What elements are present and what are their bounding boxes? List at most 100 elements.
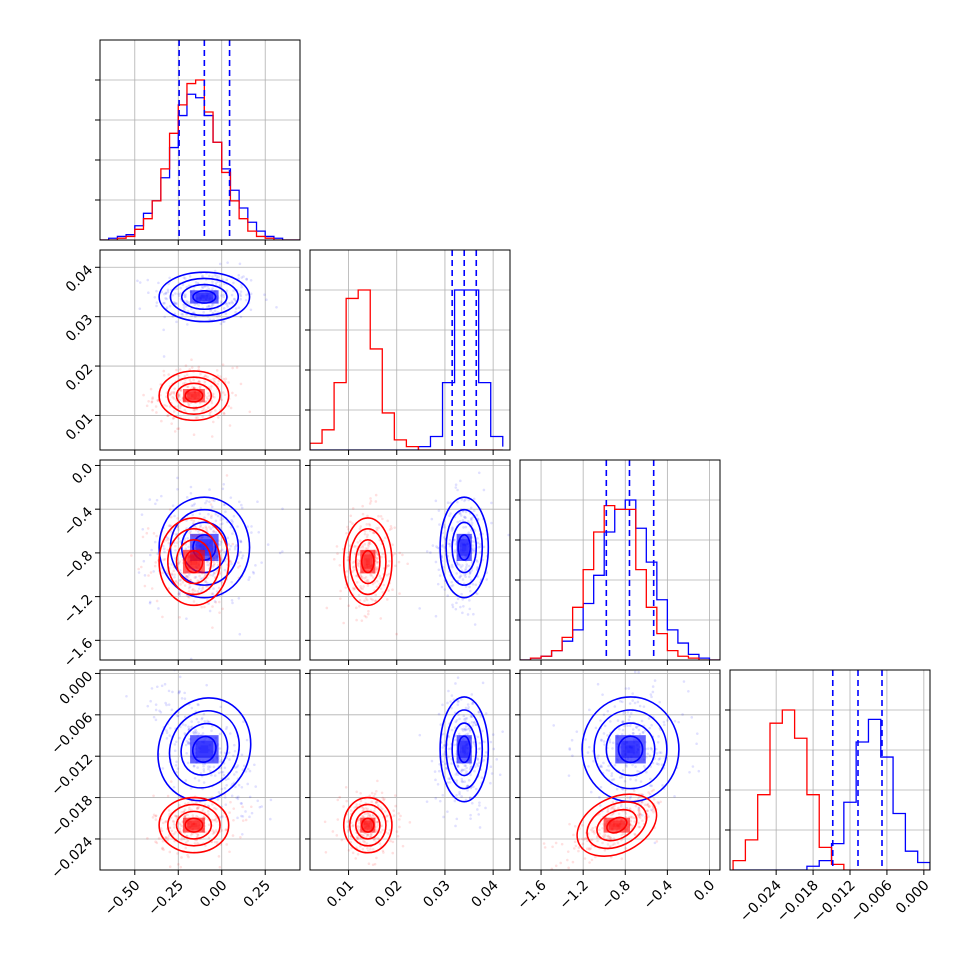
point-13 bbox=[228, 758, 231, 761]
point-211 bbox=[458, 575, 462, 578]
point-260 bbox=[151, 408, 154, 412]
point-237 bbox=[220, 581, 224, 584]
point-202 bbox=[241, 768, 245, 771]
point-58 bbox=[462, 526, 465, 529]
point-256 bbox=[611, 741, 615, 745]
point-225 bbox=[379, 830, 382, 834]
panel-frame-1-1 bbox=[99, 39, 301, 241]
point-17 bbox=[567, 774, 571, 777]
point-154 bbox=[256, 500, 259, 504]
point-254 bbox=[448, 544, 452, 548]
point-233 bbox=[202, 310, 205, 314]
point-235 bbox=[352, 568, 356, 572]
point-198 bbox=[437, 509, 441, 512]
grid-1-1 bbox=[100, 40, 300, 240]
point-183 bbox=[624, 846, 628, 850]
point-236 bbox=[356, 837, 360, 841]
point-130 bbox=[174, 814, 177, 818]
point-134 bbox=[376, 552, 379, 556]
point-42 bbox=[183, 814, 187, 818]
point-15 bbox=[187, 284, 191, 287]
point-183 bbox=[239, 550, 242, 554]
point-52 bbox=[661, 784, 664, 787]
grid-3-3 bbox=[520, 460, 720, 660]
point-260 bbox=[362, 839, 365, 843]
point-66 bbox=[182, 276, 186, 279]
point-222 bbox=[209, 769, 212, 773]
point-190 bbox=[211, 565, 215, 568]
point-216 bbox=[374, 599, 377, 603]
point-48 bbox=[250, 811, 254, 815]
point-17 bbox=[156, 552, 160, 556]
point-135 bbox=[638, 810, 641, 813]
point-99 bbox=[186, 537, 190, 540]
point-61 bbox=[172, 397, 176, 400]
point-238 bbox=[381, 552, 385, 556]
point-130 bbox=[208, 500, 211, 504]
point-63 bbox=[193, 534, 197, 537]
point-30 bbox=[183, 584, 187, 587]
point-53 bbox=[358, 553, 361, 556]
point-74 bbox=[453, 538, 456, 542]
point-239 bbox=[244, 298, 248, 302]
point-54 bbox=[453, 799, 457, 803]
point-63 bbox=[355, 837, 359, 840]
point-40 bbox=[188, 585, 192, 588]
contour-1-1 bbox=[191, 735, 217, 763]
point-232 bbox=[230, 599, 234, 602]
contour-1-2 bbox=[180, 283, 228, 311]
point-243 bbox=[594, 855, 597, 859]
contour-2-4 bbox=[576, 793, 658, 857]
point-94 bbox=[215, 569, 219, 573]
point-254 bbox=[185, 751, 188, 755]
contour-2-3 bbox=[167, 803, 221, 847]
point-113 bbox=[646, 809, 649, 812]
histogram-red-param-1 bbox=[100, 79, 300, 240]
point-72 bbox=[224, 312, 228, 315]
point-87 bbox=[613, 763, 617, 767]
scatter-panel-4-2 bbox=[323, 676, 504, 867]
point-17 bbox=[191, 534, 195, 537]
point-81 bbox=[391, 851, 395, 855]
point-253 bbox=[185, 617, 188, 620]
point-122 bbox=[359, 525, 363, 528]
point-138 bbox=[449, 700, 452, 703]
point-87 bbox=[159, 710, 163, 714]
point-30 bbox=[251, 570, 255, 574]
point-121 bbox=[198, 380, 201, 384]
point-167 bbox=[365, 835, 368, 839]
point-225 bbox=[176, 525, 179, 529]
point-156 bbox=[458, 792, 461, 796]
point-200 bbox=[130, 554, 133, 557]
point-206 bbox=[596, 682, 600, 686]
point-178 bbox=[363, 577, 366, 580]
point-128 bbox=[210, 818, 214, 822]
point-258 bbox=[198, 386, 201, 389]
point-71 bbox=[174, 814, 178, 818]
contour-2-3 bbox=[586, 801, 648, 850]
point-122 bbox=[476, 541, 480, 545]
point-16 bbox=[356, 553, 360, 556]
point-243 bbox=[224, 727, 228, 731]
point-116 bbox=[196, 595, 200, 598]
point-234 bbox=[436, 546, 439, 550]
point-20 bbox=[227, 301, 231, 305]
point-96 bbox=[467, 564, 471, 568]
point-21 bbox=[457, 732, 461, 736]
point-144 bbox=[408, 821, 412, 824]
point-56 bbox=[184, 305, 188, 308]
point-255 bbox=[389, 839, 392, 843]
point-215 bbox=[471, 724, 475, 727]
point-156 bbox=[215, 817, 218, 820]
scatter-panel-4-3 bbox=[542, 670, 701, 870]
point-260 bbox=[249, 308, 253, 312]
point-163 bbox=[185, 574, 188, 578]
contour-2-4 bbox=[342, 517, 393, 607]
contour-1-4 bbox=[157, 697, 252, 802]
point-215 bbox=[189, 492, 193, 495]
point-218 bbox=[491, 733, 495, 736]
point-174 bbox=[222, 773, 226, 777]
point-120 bbox=[471, 701, 475, 705]
point-92 bbox=[447, 689, 450, 693]
point-58 bbox=[691, 765, 695, 768]
